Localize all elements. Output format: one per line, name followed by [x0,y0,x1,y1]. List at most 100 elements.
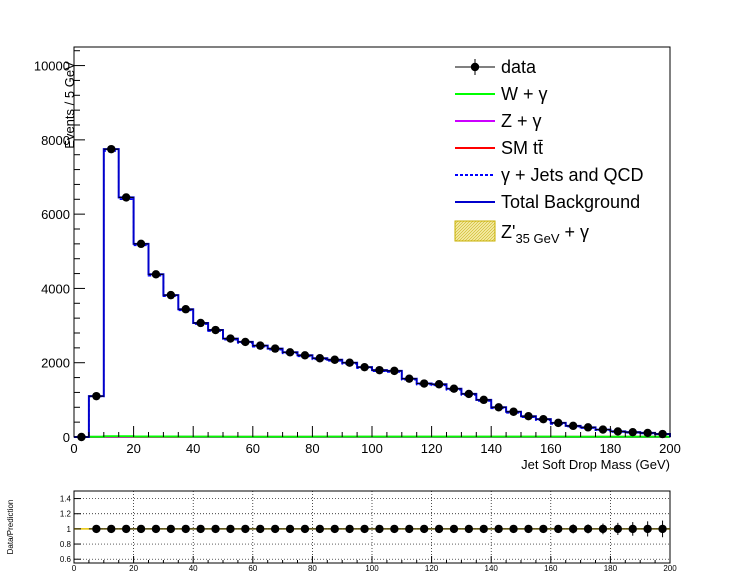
legend-entry: Z'35 GeV + γ [454,220,589,246]
data-point [628,427,637,437]
legend-label: SM tt̄ [501,138,543,158]
ratio-point [658,524,667,534]
legend-label: data [501,57,537,77]
data-point [405,374,414,383]
ratio-x-tick-label: 180 [604,564,618,572]
ratio-x-tick-label: 20 [129,564,138,572]
legend-swatch-hatch [485,231,496,242]
x-tick-label: 40 [186,441,200,456]
x-tick-label: 120 [421,441,443,456]
legend-swatch-hatch [479,225,496,242]
ratio-point [405,524,414,534]
ratio-y-tick-label: 1.2 [60,510,72,519]
data-point [241,337,250,347]
y-tick-label: 6000 [41,207,70,222]
main-y-axis-ticks: 0 2000 4000 6000 8000 10000 [34,50,85,445]
legend-swatch-hatch [467,220,489,242]
data-point [256,341,265,350]
ratio-point [92,524,101,534]
ratio-point [151,524,161,534]
ratio-point [539,524,548,534]
data-point [464,389,474,399]
legend-swatch-hatch [454,220,474,240]
ratio-point [524,524,533,534]
ratio-point [107,524,116,534]
ratio-point [241,524,250,534]
y-tick-label: 2000 [41,356,70,371]
ratio-y-tick-label: 0.8 [60,540,72,549]
data-point [568,421,578,431]
ratio-point [360,524,369,534]
ratio-y-axis-label: Data/Prediction [6,500,15,555]
legend-entry: Z + γ [455,111,542,131]
legend-swatch-hatch [488,234,496,242]
ratio-point [270,524,280,534]
ratio-point [464,524,474,534]
x-tick-label: 60 [246,441,260,456]
ratio-point [613,524,623,534]
main-plot-panel: 0 20 40 60 80 100 120 140 160 180 200 0 2000 4000 600… [34,46,681,472]
legend-swatch-hatch [454,220,462,228]
data-point [270,344,280,353]
legend-swatch-hatch [470,220,492,242]
ratio-point [390,524,399,534]
data-point [449,384,459,393]
ratio-point [434,524,444,534]
ratio-x-tick-label: 140 [485,564,499,572]
legend-label: γ + Jets and QCD [501,165,644,185]
legend-entry: Total Background [455,192,640,212]
legend-label: Z'35 GeV + γ [501,222,589,246]
ratio-point [583,524,593,534]
data-point [658,429,667,439]
ratio-y-tick-label: 1 [67,525,72,534]
data-point [375,365,384,375]
legend-entry: W + γ [455,84,548,104]
data-point [539,414,548,424]
legend-entry: data [455,57,537,77]
data-point [181,305,190,314]
ratio-point [554,524,563,534]
legend-swatch-hatch [491,237,496,242]
data-point [196,318,205,328]
ratio-point [330,524,339,534]
ratio-point [598,524,608,534]
legend-entry: γ + Jets and QCD [455,165,644,185]
data-point [151,270,161,279]
main-x-axis-label: Jet Soft Drop Mass (GeV) [521,457,670,472]
legend-swatch-hatch [482,228,496,242]
data-point [613,427,623,436]
x-tick-label: 160 [540,441,562,456]
y-tick-label: 4000 [41,281,70,296]
ratio-point [285,524,295,534]
ratio-x-tick-label: 40 [189,564,198,572]
legend-entry: SM tt̄ [455,138,543,158]
y-tick-label: 0 [63,430,70,445]
data-point [419,379,429,388]
ratio-y-tick-label: 1.4 [60,495,72,504]
ratio-data-points [88,520,670,538]
x-tick-label: 0 [70,441,77,456]
legend-swatch-marker [470,62,480,72]
main-data-points [74,144,670,442]
ratio-point [136,524,146,534]
data-point [434,380,444,389]
data-point [92,391,101,401]
main-x-axis-ticks: 0 20 40 60 80 100 120 140 160 180 200 [70,426,681,456]
data-point [300,351,310,360]
legend-label: Total Background [501,192,640,212]
data-point [554,418,563,428]
ratio-point [211,524,220,534]
data-point [360,362,369,372]
legend-swatch-hatch [454,220,459,225]
data-point [226,334,235,343]
data-point [121,193,131,202]
ratio-x-tick-label: 100 [365,564,379,572]
ratio-x-tick-label: 160 [544,564,558,572]
x-tick-label: 200 [659,441,681,456]
ratio-point [419,524,429,534]
y-tick-label: 10000 [34,59,70,74]
legend-swatch-hatch [476,222,496,242]
ratio-x-tick-label: 0 [72,564,77,572]
ratio-point [509,524,518,534]
